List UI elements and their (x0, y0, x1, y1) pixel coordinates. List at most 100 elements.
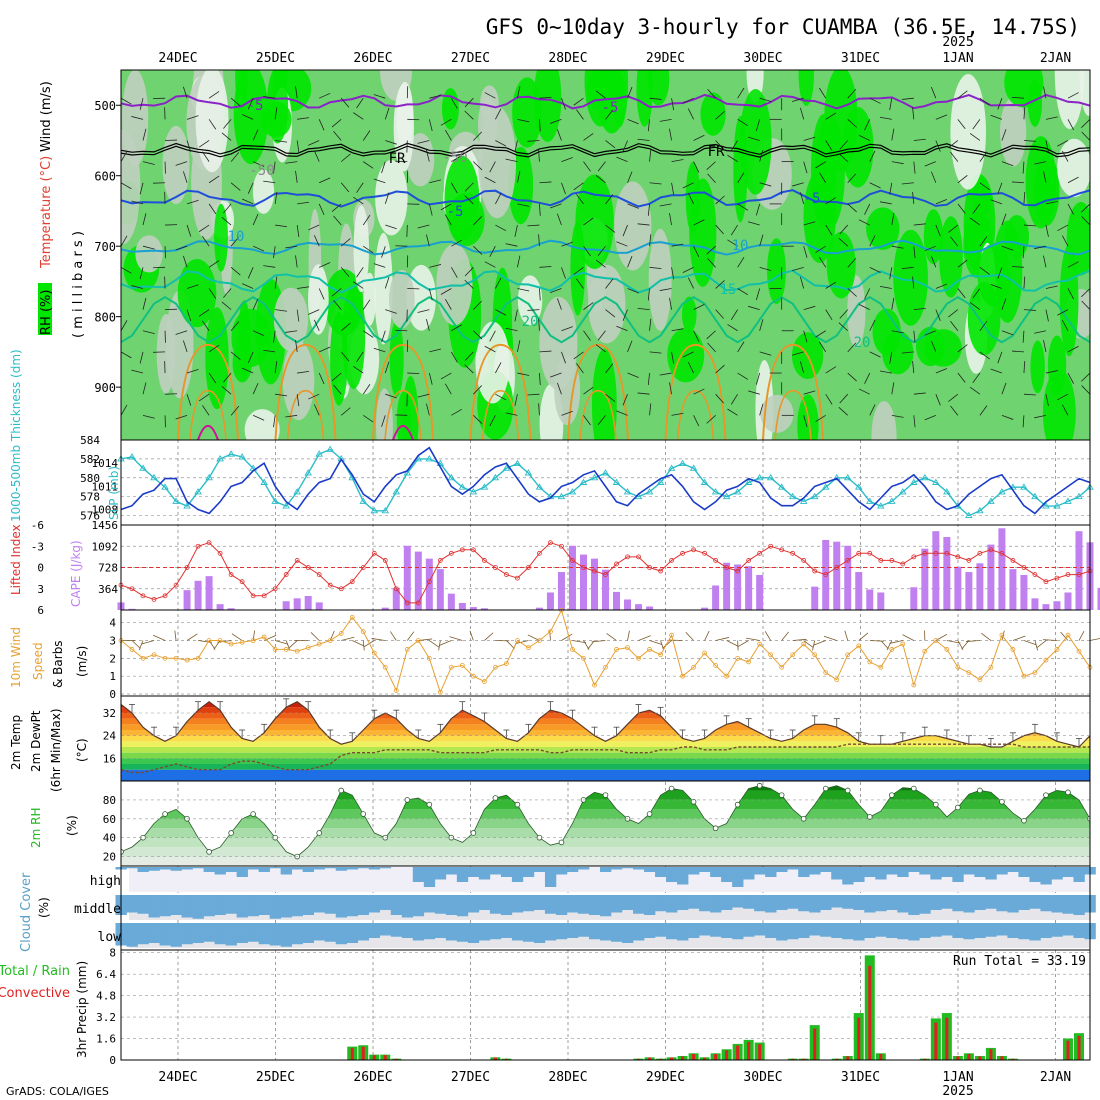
wind-barb (748, 305, 760, 311)
wind-barb (208, 119, 217, 130)
rh-blob (647, 70, 670, 106)
cape-bar (1009, 569, 1017, 610)
wind-barb (230, 321, 240, 332)
wind-barb (539, 203, 541, 216)
cloud-bar (258, 895, 270, 915)
wind-barb (318, 203, 325, 216)
precip-conv-bar (736, 1045, 740, 1060)
li-point (382, 558, 388, 563)
wind-barb (972, 372, 981, 383)
cloud-bar (1062, 867, 1074, 877)
wind-barb (669, 213, 672, 226)
thickness-point (612, 478, 621, 485)
wind-barb (912, 191, 915, 204)
wind-barb (901, 351, 914, 354)
precip-conv-bar (692, 1053, 696, 1060)
cloud-bar (159, 923, 171, 946)
wind-barb (121, 151, 128, 162)
cloud-bar (357, 895, 370, 915)
wind-barb (800, 107, 805, 120)
thickness-point (943, 488, 951, 495)
rh-blob (406, 264, 437, 331)
wind-barb (825, 197, 837, 205)
cloud-bar (599, 895, 612, 917)
wind-tick: 2 (109, 652, 116, 665)
cape-bar (1097, 587, 1100, 610)
rh-tick: 80 (103, 794, 116, 807)
wind-barb (275, 224, 288, 228)
wind-barb (935, 368, 948, 374)
rh-point (822, 785, 829, 792)
thickness-point (557, 492, 566, 500)
wind-barb (273, 161, 276, 174)
wind-barb-10m (390, 631, 397, 641)
wind-barb (514, 309, 518, 322)
wind-barb (990, 283, 1003, 289)
temp-unit: (°C) (75, 738, 89, 762)
wind-barb (891, 382, 895, 395)
wind-barb (527, 140, 540, 142)
wind-speed-point (503, 661, 509, 667)
rh-point (228, 830, 234, 836)
wind-speed-point (900, 641, 906, 647)
thickness-point (150, 473, 158, 481)
wind-barb (202, 320, 210, 331)
cloud-bar (930, 895, 942, 910)
rh-blob (999, 97, 1027, 167)
wind-barb (208, 288, 217, 299)
wind-barb (182, 255, 188, 268)
rh-blob (273, 287, 309, 352)
wind-speed-point (735, 655, 741, 661)
wind-barb (139, 267, 144, 280)
cloud-bar (214, 895, 226, 915)
rh-blob (214, 203, 228, 272)
rh-blob (584, 70, 617, 127)
wind-barb (930, 171, 937, 183)
wind-barb (363, 245, 374, 254)
wind-barb (1089, 245, 1090, 247)
wind-barb (556, 213, 562, 226)
wind-speed-point (415, 638, 421, 643)
wind-barb (1089, 161, 1090, 162)
wind-barb (682, 266, 694, 273)
wind-barb (1045, 224, 1049, 237)
wind-barb (121, 203, 122, 205)
wind-barb (381, 161, 386, 174)
thickness-point (689, 464, 698, 471)
wind-barb (484, 92, 496, 99)
wind-barb (879, 116, 892, 120)
wind-barb (252, 330, 265, 337)
wind-barb (759, 234, 764, 247)
cloud-bar (941, 867, 953, 877)
cloud-bar (754, 867, 766, 875)
wind-barb (252, 383, 259, 395)
wind-barb-10m (792, 638, 807, 641)
thickness-point (183, 502, 191, 509)
date-tick-bottom: 24DEC (158, 1070, 197, 1085)
wind-barb (671, 182, 675, 195)
cloud-bar (599, 867, 612, 872)
rh-point (734, 801, 741, 808)
wind-barb (429, 264, 442, 268)
wind-barb (514, 140, 518, 153)
cloud-bar (732, 895, 744, 908)
precip-total-label: Total / Rain (0, 964, 70, 979)
wind-barb (296, 309, 300, 322)
wind-barb (340, 267, 350, 277)
barbs-label: & Barbs (51, 640, 65, 688)
li-point (812, 568, 818, 574)
cloud-bar (269, 867, 281, 869)
rh-blob (685, 161, 701, 234)
wind-speed-point (636, 655, 641, 661)
wind-barb-10m (1012, 635, 1026, 641)
wind-barb (464, 110, 474, 120)
cloud-bar (787, 923, 799, 940)
rh-point (690, 798, 697, 805)
wind-barb (583, 217, 594, 226)
wind-speed-point (162, 655, 168, 661)
rh-point (316, 830, 323, 836)
date-tick-bottom: 30DEC (743, 1070, 782, 1085)
cloud-bar (313, 895, 326, 913)
precip-tick: 6.4 (96, 968, 116, 981)
wind-barb (627, 372, 639, 378)
